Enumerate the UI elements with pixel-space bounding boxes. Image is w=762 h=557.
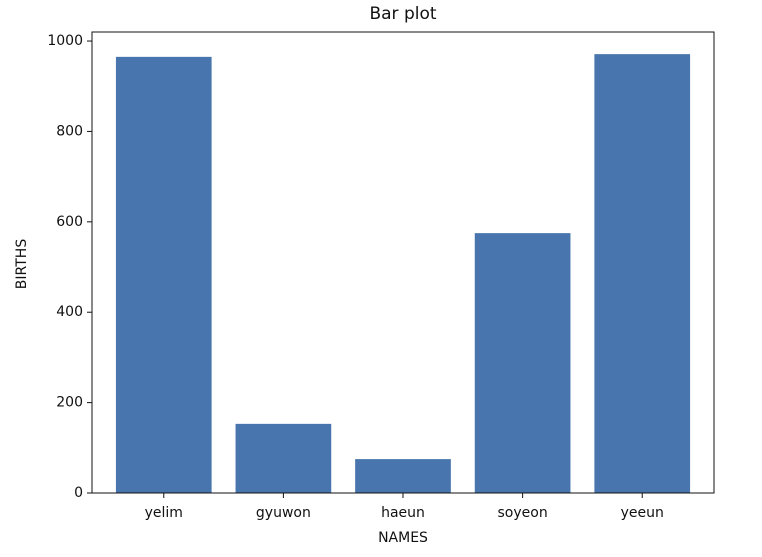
x-tick-label: gyuwon (256, 505, 311, 521)
x-tick-label: haeun (381, 505, 425, 521)
bar (594, 54, 691, 493)
chart-title: Bar plot (369, 4, 436, 24)
x-tick-label: yeeun (621, 505, 664, 521)
y-axis-label: BIRTHS (14, 239, 30, 290)
plot-frame (91, 31, 715, 494)
y-tick-label: 600 (56, 214, 83, 230)
y-tick-label: 800 (56, 123, 83, 139)
bar (235, 423, 332, 493)
bar (474, 233, 571, 493)
bar (115, 56, 212, 493)
y-tick-label: 1000 (47, 33, 83, 49)
x-tick-label: yelim (145, 505, 183, 521)
bar (355, 459, 451, 493)
x-tick-label: soyeon (498, 505, 548, 521)
y-tick-label: 200 (56, 395, 83, 411)
x-axis-label: NAMES (378, 530, 428, 546)
y-tick-label: 400 (56, 304, 83, 320)
y-tick-label: 0 (74, 485, 83, 501)
